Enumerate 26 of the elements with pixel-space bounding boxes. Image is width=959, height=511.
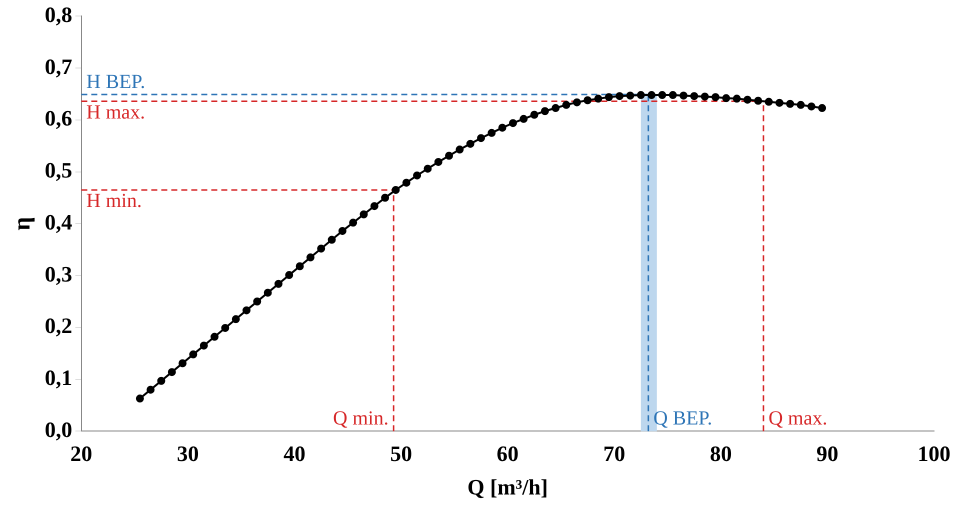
x-tick-label: 100 — [918, 441, 950, 466]
x-axis-title: Q [m³/h] — [467, 474, 548, 500]
x-tick-label: 40 — [283, 441, 306, 466]
y-tick-label: 0,8 — [44, 2, 72, 27]
y-tick-label: 0,2 — [44, 313, 72, 338]
y-tick-label: 0,6 — [44, 106, 72, 131]
ref-line-label: H BEP. — [86, 70, 146, 93]
x-tick-label: 70 — [603, 441, 626, 466]
ref-line-label: Q BEP. — [653, 407, 712, 430]
x-tick-label: 20 — [70, 441, 92, 466]
x-tick-label: 90 — [816, 441, 838, 466]
y-tick-label: 0,1 — [44, 365, 72, 390]
x-tick-label: 30 — [176, 441, 199, 466]
y-tick-label: 0,5 — [44, 158, 72, 183]
x-tick-label: 80 — [710, 441, 732, 466]
y-tick-label: 0,4 — [44, 209, 72, 234]
ref-line-label: H max. — [86, 102, 146, 124]
ref-line-label: Q min. — [333, 407, 389, 430]
ref-line-label: Q max. — [768, 407, 828, 430]
y-axis-title: η — [10, 216, 36, 231]
x-tick-label: 50 — [390, 441, 412, 466]
ref-line-label: H min. — [86, 190, 142, 212]
y-tick-label: 0,3 — [44, 261, 72, 286]
y-tick-label: 0,0 — [44, 416, 72, 442]
x-tick-label: 60 — [496, 441, 519, 466]
y-tick-label: 0,7 — [44, 54, 72, 79]
